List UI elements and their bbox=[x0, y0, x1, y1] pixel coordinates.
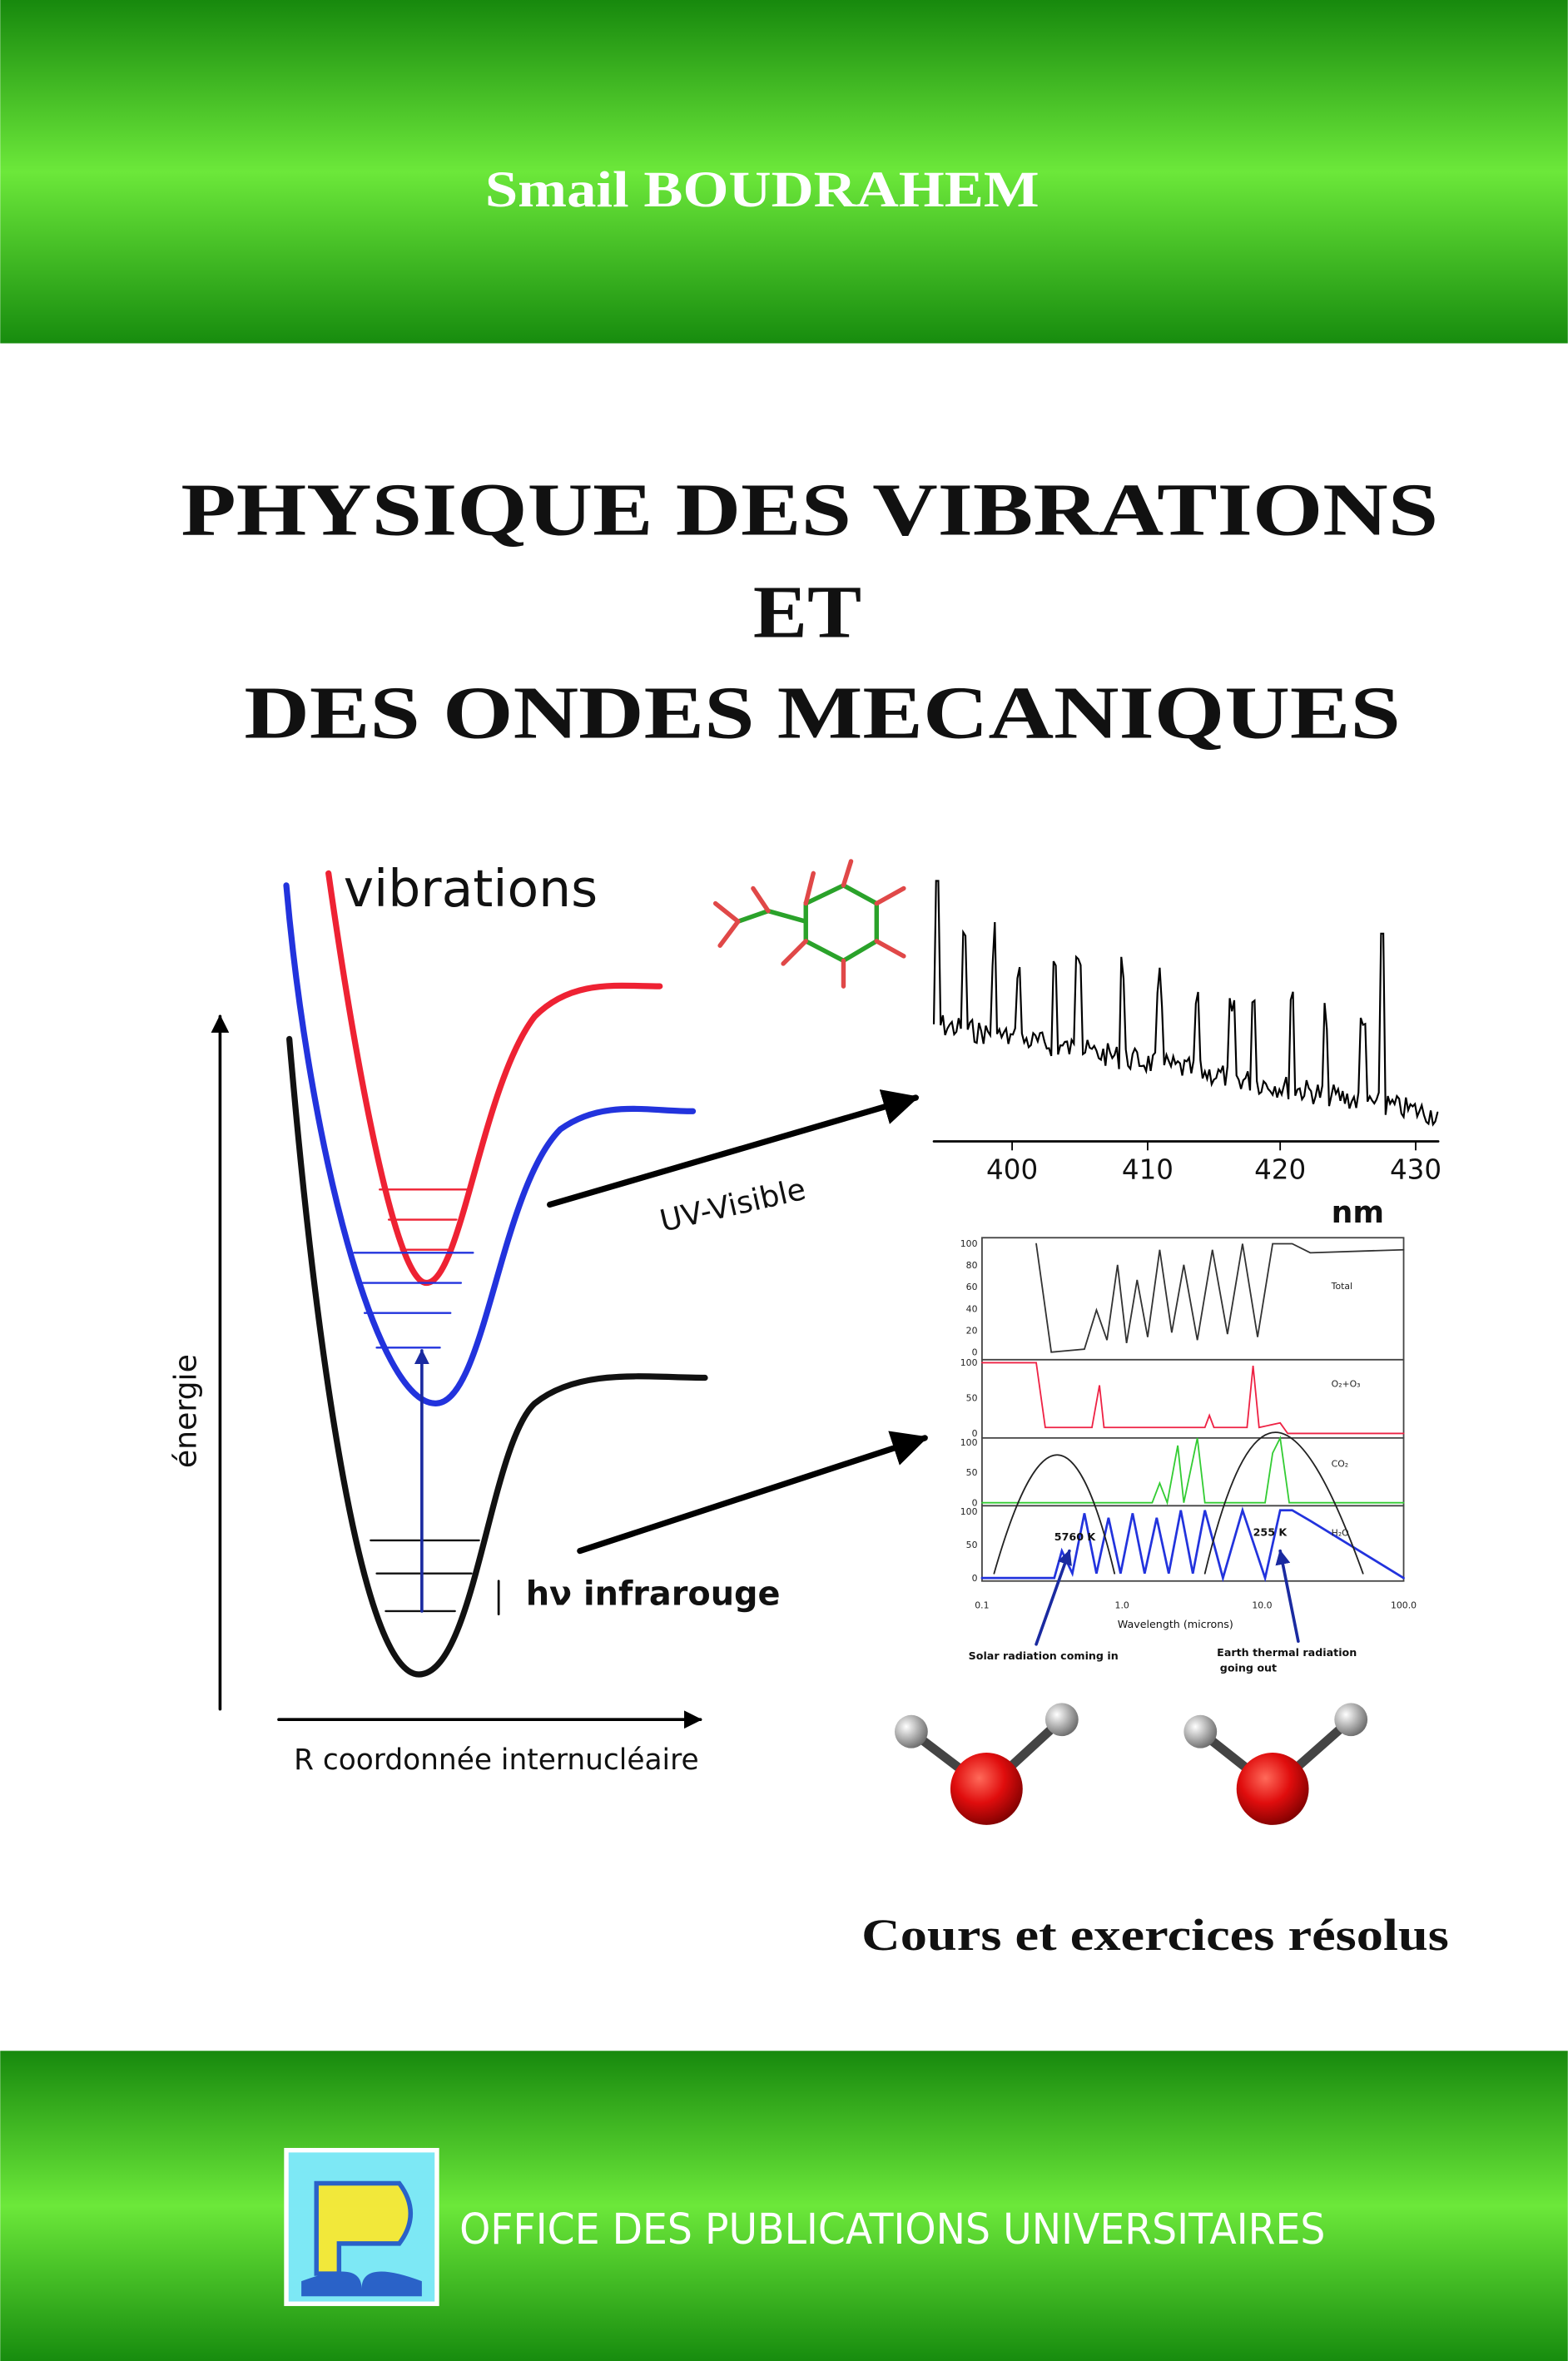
y-tick-label: 100 bbox=[960, 1437, 978, 1448]
label: hν infrarouge bbox=[526, 1575, 781, 1614]
levels bbox=[379, 1188, 469, 1251]
label: Wavelength (microns) bbox=[1118, 1618, 1233, 1630]
x-tick-label: 100.0 bbox=[1391, 1600, 1417, 1610]
top-band bbox=[0, 0, 1568, 344]
atmosphere-chart bbox=[980, 1237, 1405, 1646]
arrow bbox=[577, 1431, 929, 1555]
label: 255 K bbox=[1253, 1525, 1288, 1538]
title: PHYSIQUE DES VIBRATIONS ET DES ONDES MEC… bbox=[181, 467, 1438, 754]
title-line: PHYSIQUE DES VIBRATIONS bbox=[181, 467, 1438, 551]
excited-curve-2 bbox=[325, 870, 663, 1287]
y-tick-label: 100 bbox=[960, 1238, 978, 1249]
levels bbox=[353, 1252, 474, 1349]
ground-curve bbox=[286, 1035, 708, 1678]
y-tick-label: 0 bbox=[972, 1497, 978, 1508]
label: vibrations bbox=[344, 859, 598, 919]
y-tick-label: 100 bbox=[960, 1506, 978, 1517]
logo bbox=[284, 2147, 439, 2306]
y-tick-label: 20 bbox=[966, 1325, 978, 1336]
label: nm bbox=[1332, 1194, 1384, 1230]
spectrum bbox=[932, 880, 1440, 1143]
figure-labels: vibrations énergie R coordonnée internuc… bbox=[167, 859, 1384, 1777]
molecule bbox=[712, 859, 906, 989]
publisher: OFFICE DES PUBLICATIONS UNIVERSITAIRES bbox=[459, 2205, 1325, 2254]
x-tick-label: 0.1 bbox=[975, 1600, 989, 1610]
panel-label: O₂+O₃ bbox=[1332, 1378, 1361, 1389]
x-tick-label: 410 bbox=[1122, 1154, 1174, 1186]
x-tick-label: 1.0 bbox=[1115, 1600, 1129, 1610]
y-tick-label: 0 bbox=[972, 1573, 978, 1584]
arrow bbox=[547, 1089, 920, 1208]
label: énergie bbox=[167, 1354, 203, 1468]
panel-label: CO₂ bbox=[1332, 1458, 1348, 1469]
label: Earth thermal radiation bbox=[1217, 1646, 1357, 1659]
y-tick-label: 100 bbox=[960, 1357, 978, 1368]
water bbox=[894, 1703, 1368, 1825]
y-tick-label: 50 bbox=[966, 1540, 978, 1550]
panel-label: H₂O bbox=[1332, 1527, 1349, 1538]
label: UV-Visible bbox=[657, 1171, 809, 1239]
y-tick-label: 40 bbox=[966, 1303, 978, 1314]
label: 5760 K bbox=[1054, 1530, 1097, 1543]
excited-curve bbox=[283, 882, 697, 1406]
x-tick-label: 400 bbox=[986, 1154, 1038, 1186]
figure bbox=[211, 859, 1440, 1825]
x-tick-label: 10.0 bbox=[1252, 1600, 1272, 1610]
label: going out bbox=[1220, 1661, 1277, 1674]
y-tick-label: 50 bbox=[966, 1467, 978, 1478]
title-line: DES ONDES MECANIQUES bbox=[244, 671, 1401, 755]
bottom-band bbox=[0, 2051, 1568, 2361]
panel-label: Total bbox=[1331, 1281, 1352, 1292]
y-tick-label: 0 bbox=[972, 1428, 978, 1439]
y-tick-label: 60 bbox=[966, 1282, 978, 1292]
x-tick-label: 430 bbox=[1390, 1154, 1441, 1186]
levels bbox=[370, 1539, 480, 1613]
label: Solar radiation coming in bbox=[969, 1649, 1119, 1662]
x-tick-label: 420 bbox=[1254, 1154, 1306, 1186]
y-tick-label: 80 bbox=[966, 1260, 978, 1271]
author: Smail BOUDRAHEM bbox=[485, 161, 1040, 218]
y-tick-label: 0 bbox=[972, 1347, 978, 1357]
label: R coordonnée internucléaire bbox=[294, 1743, 699, 1777]
title-line: ET bbox=[753, 569, 861, 653]
y-tick-label: 50 bbox=[966, 1393, 978, 1404]
subtitle: Cours et exercices résolus bbox=[861, 1910, 1449, 1960]
